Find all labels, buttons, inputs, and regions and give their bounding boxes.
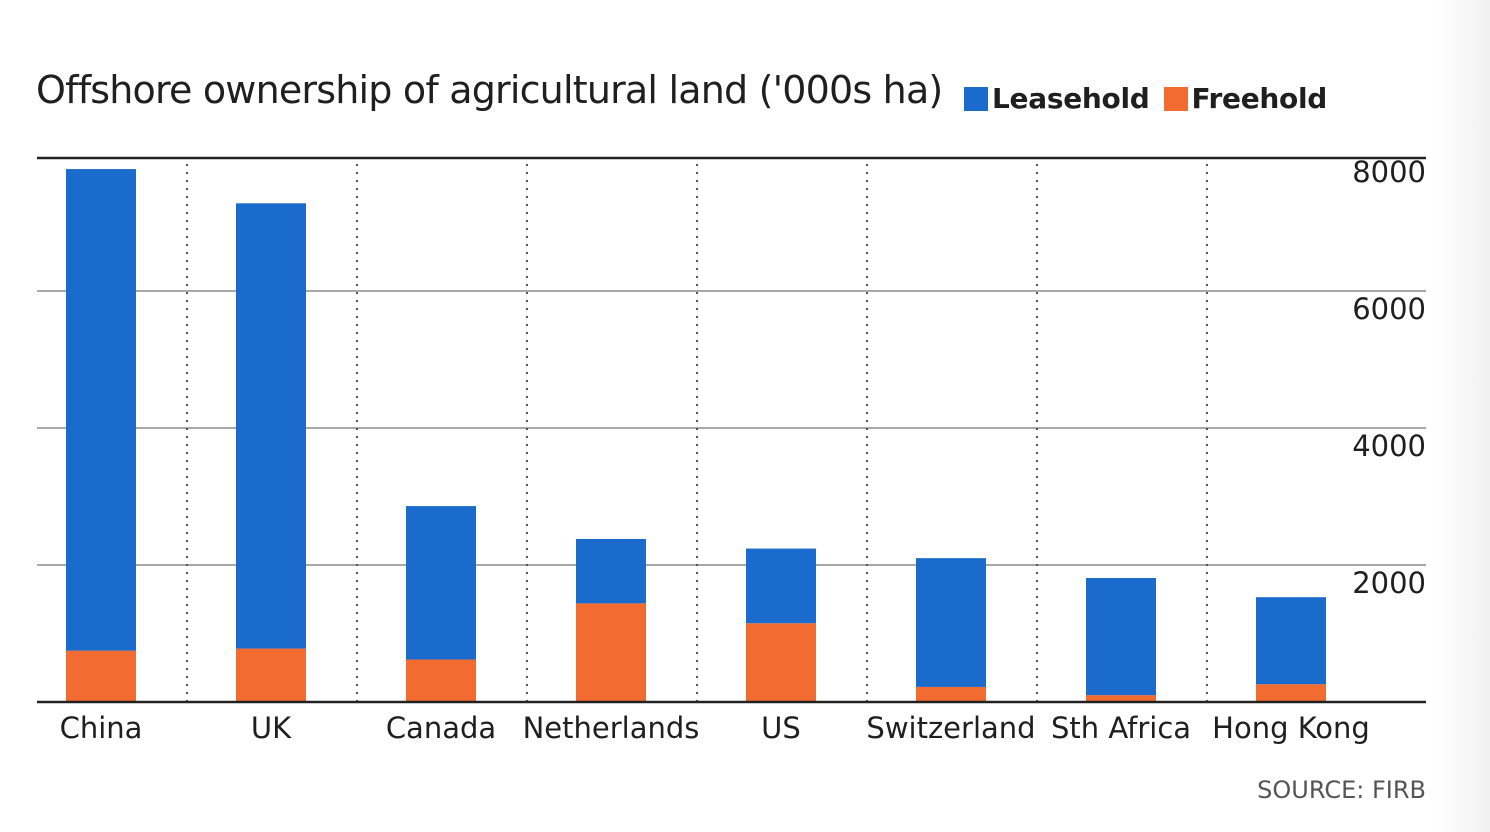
x-tick-label: Hong Kong — [1212, 711, 1370, 745]
x-tick-label: Sth Africa — [1051, 711, 1191, 745]
bars — [66, 169, 1326, 702]
bar-leasehold-hong-kong — [1256, 597, 1326, 685]
bar-freehold-uk — [236, 648, 306, 702]
legend-label-freehold: Freehold — [1191, 82, 1328, 115]
x-tick-label: China — [60, 711, 143, 745]
x-tick-label: Netherlands — [523, 711, 700, 745]
bar-freehold-hong-kong — [1256, 684, 1326, 702]
bar-freehold-switzerland — [916, 686, 986, 702]
x-tick-label: UK — [251, 711, 292, 745]
bar-leasehold-us — [746, 548, 816, 624]
bar-freehold-us — [746, 623, 816, 702]
y-tick-label: 8000 — [1352, 155, 1426, 189]
bar-leasehold-switzerland — [916, 558, 986, 687]
bar-freehold-sth-africa — [1086, 695, 1156, 702]
bar-freehold-netherlands — [576, 603, 646, 702]
legend: Leasehold Freehold — [964, 82, 1341, 115]
legend-label-leasehold: Leasehold — [992, 82, 1150, 115]
legend-item-freehold: Freehold — [1163, 82, 1328, 115]
bar-leasehold-sth-africa — [1086, 578, 1156, 696]
y-tick-label: 2000 — [1352, 566, 1426, 600]
bar-leasehold-uk — [236, 203, 306, 649]
legend-swatch-leasehold — [964, 86, 988, 111]
bar-freehold-canada — [406, 659, 476, 702]
page-edge — [1436, 0, 1490, 832]
chart-title: Offshore ownership of agricultural land … — [36, 68, 943, 112]
axes: 2000 4000 6000 8000 China UK Canada Netherlands… — [37, 155, 1426, 745]
y-tick-label: 4000 — [1352, 429, 1426, 463]
bar-leasehold-netherlands — [576, 538, 646, 604]
bar-leasehold-china — [66, 169, 136, 651]
source-note: SOURCE: FIRB — [1257, 776, 1426, 804]
x-tick-label: US — [761, 711, 801, 745]
x-tick-label: Canada — [386, 711, 496, 745]
bar-freehold-china — [66, 650, 136, 702]
legend-swatch-freehold — [1163, 86, 1188, 111]
legend-item-leasehold: Leasehold — [964, 82, 1150, 115]
y-tick-label: 6000 — [1352, 292, 1426, 326]
x-tick-label: Switzerland — [866, 711, 1035, 745]
bar-leasehold-canada — [406, 506, 476, 660]
